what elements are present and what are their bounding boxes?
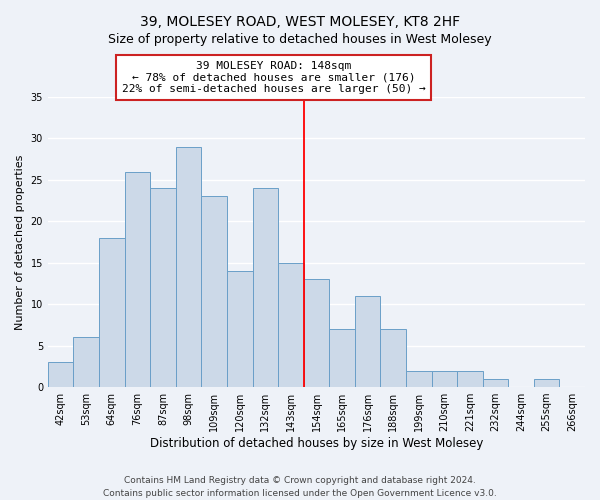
- Bar: [125, 172, 150, 387]
- Text: 39, MOLESEY ROAD, WEST MOLESEY, KT8 2HF: 39, MOLESEY ROAD, WEST MOLESEY, KT8 2HF: [140, 15, 460, 29]
- Bar: [355, 296, 380, 387]
- Bar: [431, 370, 457, 387]
- Bar: [176, 147, 202, 387]
- Y-axis label: Number of detached properties: Number of detached properties: [15, 154, 25, 330]
- Bar: [304, 280, 329, 387]
- Bar: [227, 271, 253, 387]
- Text: Contains HM Land Registry data © Crown copyright and database right 2024.
Contai: Contains HM Land Registry data © Crown c…: [103, 476, 497, 498]
- Bar: [73, 338, 99, 387]
- Bar: [202, 196, 227, 387]
- X-axis label: Distribution of detached houses by size in West Molesey: Distribution of detached houses by size …: [150, 437, 483, 450]
- Bar: [534, 379, 559, 387]
- Bar: [380, 329, 406, 387]
- Bar: [406, 370, 431, 387]
- Bar: [482, 379, 508, 387]
- Bar: [253, 188, 278, 387]
- Bar: [150, 188, 176, 387]
- Text: 39 MOLESEY ROAD: 148sqm
← 78% of detached houses are smaller (176)
22% of semi-d: 39 MOLESEY ROAD: 148sqm ← 78% of detache…: [122, 61, 425, 94]
- Bar: [99, 238, 125, 387]
- Bar: [278, 263, 304, 387]
- Bar: [329, 329, 355, 387]
- Bar: [457, 370, 482, 387]
- Bar: [48, 362, 73, 387]
- Text: Size of property relative to detached houses in West Molesey: Size of property relative to detached ho…: [108, 32, 492, 46]
